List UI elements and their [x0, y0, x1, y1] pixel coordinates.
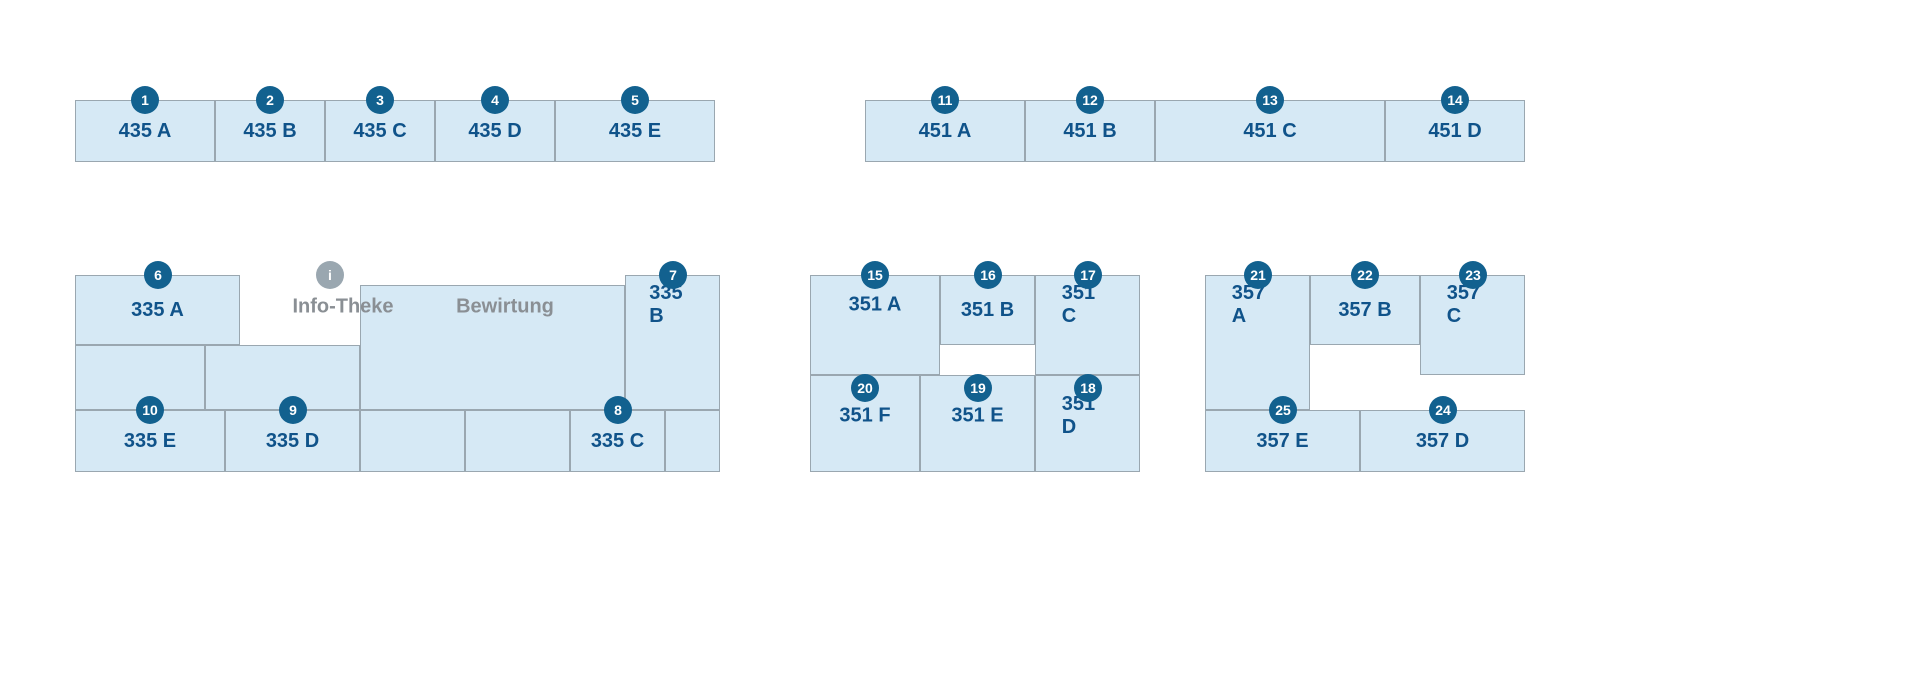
- booth-label: 451 D: [1428, 120, 1481, 143]
- booth-marker-2[interactable]: 2: [256, 86, 284, 114]
- booth-label: 351 B: [961, 299, 1014, 322]
- booth-marker-9[interactable]: 9: [279, 396, 307, 424]
- booth-marker-5[interactable]: 5: [621, 86, 649, 114]
- booth-b357a: 357 A: [1205, 275, 1310, 410]
- booth-label: 335 E: [124, 430, 176, 453]
- booth-label: 351 C: [1062, 282, 1114, 328]
- booth-marker-8[interactable]: 8: [604, 396, 632, 424]
- booth-label: 435 B: [243, 120, 296, 143]
- booth-b351c: 351 C: [1035, 275, 1140, 375]
- booth-label: 335 A: [131, 299, 184, 322]
- booth-label: 351 F: [839, 404, 890, 427]
- booth-bgap1b: [360, 410, 465, 472]
- booth-marker-6[interactable]: 6: [144, 261, 172, 289]
- booth-label: 435 D: [468, 120, 521, 143]
- booth-marker-14[interactable]: 14: [1441, 86, 1469, 114]
- booth-marker-7[interactable]: 7: [659, 261, 687, 289]
- booth-b351a: 351 A: [810, 275, 940, 375]
- booth-label: 357 A: [1232, 282, 1284, 328]
- booth-marker-22[interactable]: 22: [1351, 261, 1379, 289]
- booth-marker-19[interactable]: 19: [964, 374, 992, 402]
- booth-label: 435 C: [353, 120, 406, 143]
- booth-marker-13[interactable]: 13: [1256, 86, 1284, 114]
- booth-label: 357 C: [1447, 282, 1499, 328]
- booth-marker-20[interactable]: 20: [851, 374, 879, 402]
- booth-marker-21[interactable]: 21: [1244, 261, 1272, 289]
- booth-b335bR: [665, 410, 720, 472]
- booth-b357c: 357 C: [1420, 275, 1525, 375]
- booth-label: 351 E: [951, 404, 1003, 427]
- booth-label: 435 A: [119, 120, 172, 143]
- booth-label: 451 A: [919, 120, 972, 143]
- booth-label: 335 D: [266, 430, 319, 453]
- booth-marker-10[interactable]: 10: [136, 396, 164, 424]
- booth-marker-11[interactable]: 11: [931, 86, 959, 114]
- booth-marker-18[interactable]: 18: [1074, 374, 1102, 402]
- booth-label: 451 C: [1243, 120, 1296, 143]
- text-label: Bewirtung: [456, 296, 554, 319]
- text-label: Info-Theke: [292, 296, 393, 319]
- booth-label: 351 A: [849, 294, 902, 317]
- booth-label: 335 C: [591, 430, 644, 453]
- booth-label: 335 B: [649, 282, 696, 328]
- booth-label: 435 E: [609, 120, 661, 143]
- booth-label: 357 E: [1256, 430, 1308, 453]
- booth-marker-23[interactable]: 23: [1459, 261, 1487, 289]
- booth-marker-4[interactable]: 4: [481, 86, 509, 114]
- booth-label: 451 B: [1063, 120, 1116, 143]
- booth-marker-15[interactable]: 15: [861, 261, 889, 289]
- booth-marker-1[interactable]: 1: [131, 86, 159, 114]
- booth-marker-3[interactable]: 3: [366, 86, 394, 114]
- booth-marker-16[interactable]: 16: [974, 261, 1002, 289]
- info-marker[interactable]: i: [316, 261, 344, 289]
- booth-label: 357 D: [1416, 430, 1469, 453]
- booth-marker-17[interactable]: 17: [1074, 261, 1102, 289]
- booth-b335b: 335 B: [625, 275, 720, 410]
- booth-bgap1c: [465, 410, 570, 472]
- booth-marker-25[interactable]: 25: [1269, 396, 1297, 424]
- booth-marker-12[interactable]: 12: [1076, 86, 1104, 114]
- booth-label: 357 B: [1338, 299, 1391, 322]
- booth-marker-24[interactable]: 24: [1429, 396, 1457, 424]
